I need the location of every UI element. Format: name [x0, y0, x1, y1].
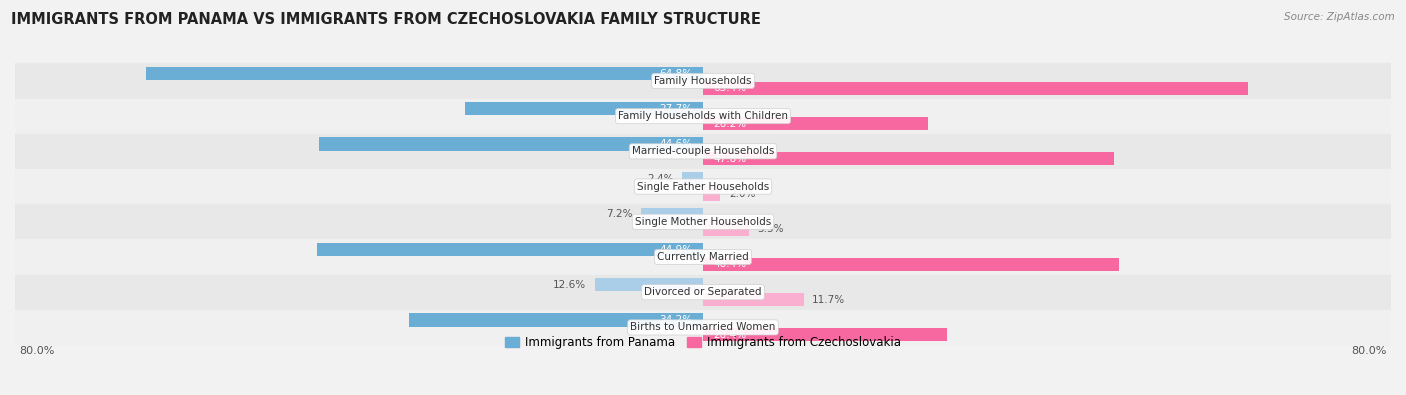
- Bar: [703, 328, 948, 342]
- Bar: [146, 67, 703, 80]
- Bar: [703, 222, 748, 236]
- Text: IMMIGRANTS FROM PANAMA VS IMMIGRANTS FROM CZECHOSLOVAKIA FAMILY STRUCTURE: IMMIGRANTS FROM PANAMA VS IMMIGRANTS FRO…: [11, 12, 761, 27]
- Text: 48.4%: 48.4%: [713, 260, 747, 269]
- Bar: [15, 239, 1391, 275]
- Text: Single Father Households: Single Father Households: [637, 182, 769, 192]
- Text: 2.4%: 2.4%: [647, 174, 673, 184]
- Bar: [703, 82, 1249, 95]
- Bar: [15, 134, 1391, 169]
- Bar: [641, 208, 703, 221]
- Bar: [319, 137, 703, 150]
- Text: 5.3%: 5.3%: [758, 224, 783, 234]
- Text: 47.8%: 47.8%: [713, 154, 747, 164]
- Text: 27.7%: 27.7%: [659, 104, 693, 114]
- Text: 28.4%: 28.4%: [713, 330, 747, 340]
- Text: Single Mother Households: Single Mother Households: [636, 217, 770, 227]
- Text: 11.7%: 11.7%: [813, 295, 845, 305]
- Bar: [465, 102, 703, 115]
- Legend: Immigrants from Panama, Immigrants from Czechoslovakia: Immigrants from Panama, Immigrants from …: [501, 331, 905, 354]
- Bar: [15, 204, 1391, 239]
- Bar: [15, 63, 1391, 98]
- Text: 63.4%: 63.4%: [713, 83, 747, 93]
- Text: 7.2%: 7.2%: [606, 209, 633, 219]
- Text: 34.2%: 34.2%: [659, 315, 693, 325]
- Text: Currently Married: Currently Married: [657, 252, 749, 262]
- Text: 80.0%: 80.0%: [20, 346, 55, 356]
- Bar: [703, 293, 804, 306]
- Text: Divorced or Separated: Divorced or Separated: [644, 287, 762, 297]
- Bar: [15, 275, 1391, 310]
- Text: Births to Unmarried Women: Births to Unmarried Women: [630, 322, 776, 333]
- Bar: [316, 243, 703, 256]
- Text: 80.0%: 80.0%: [1351, 346, 1386, 356]
- Text: 44.6%: 44.6%: [659, 139, 693, 149]
- Bar: [703, 187, 720, 201]
- Bar: [595, 278, 703, 292]
- Bar: [703, 152, 1114, 166]
- Bar: [15, 98, 1391, 134]
- Text: 44.9%: 44.9%: [659, 245, 693, 254]
- Bar: [15, 310, 1391, 345]
- Text: 64.8%: 64.8%: [659, 68, 693, 79]
- Text: Married-couple Households: Married-couple Households: [631, 146, 775, 156]
- Text: 12.6%: 12.6%: [553, 280, 586, 290]
- Bar: [15, 169, 1391, 204]
- Bar: [703, 258, 1119, 271]
- Text: Family Households with Children: Family Households with Children: [619, 111, 787, 121]
- Text: 2.0%: 2.0%: [728, 189, 755, 199]
- Bar: [682, 173, 703, 186]
- Bar: [703, 117, 928, 130]
- Text: 26.2%: 26.2%: [713, 118, 747, 128]
- Text: Family Households: Family Households: [654, 76, 752, 86]
- Text: Source: ZipAtlas.com: Source: ZipAtlas.com: [1284, 12, 1395, 22]
- Bar: [409, 313, 703, 327]
